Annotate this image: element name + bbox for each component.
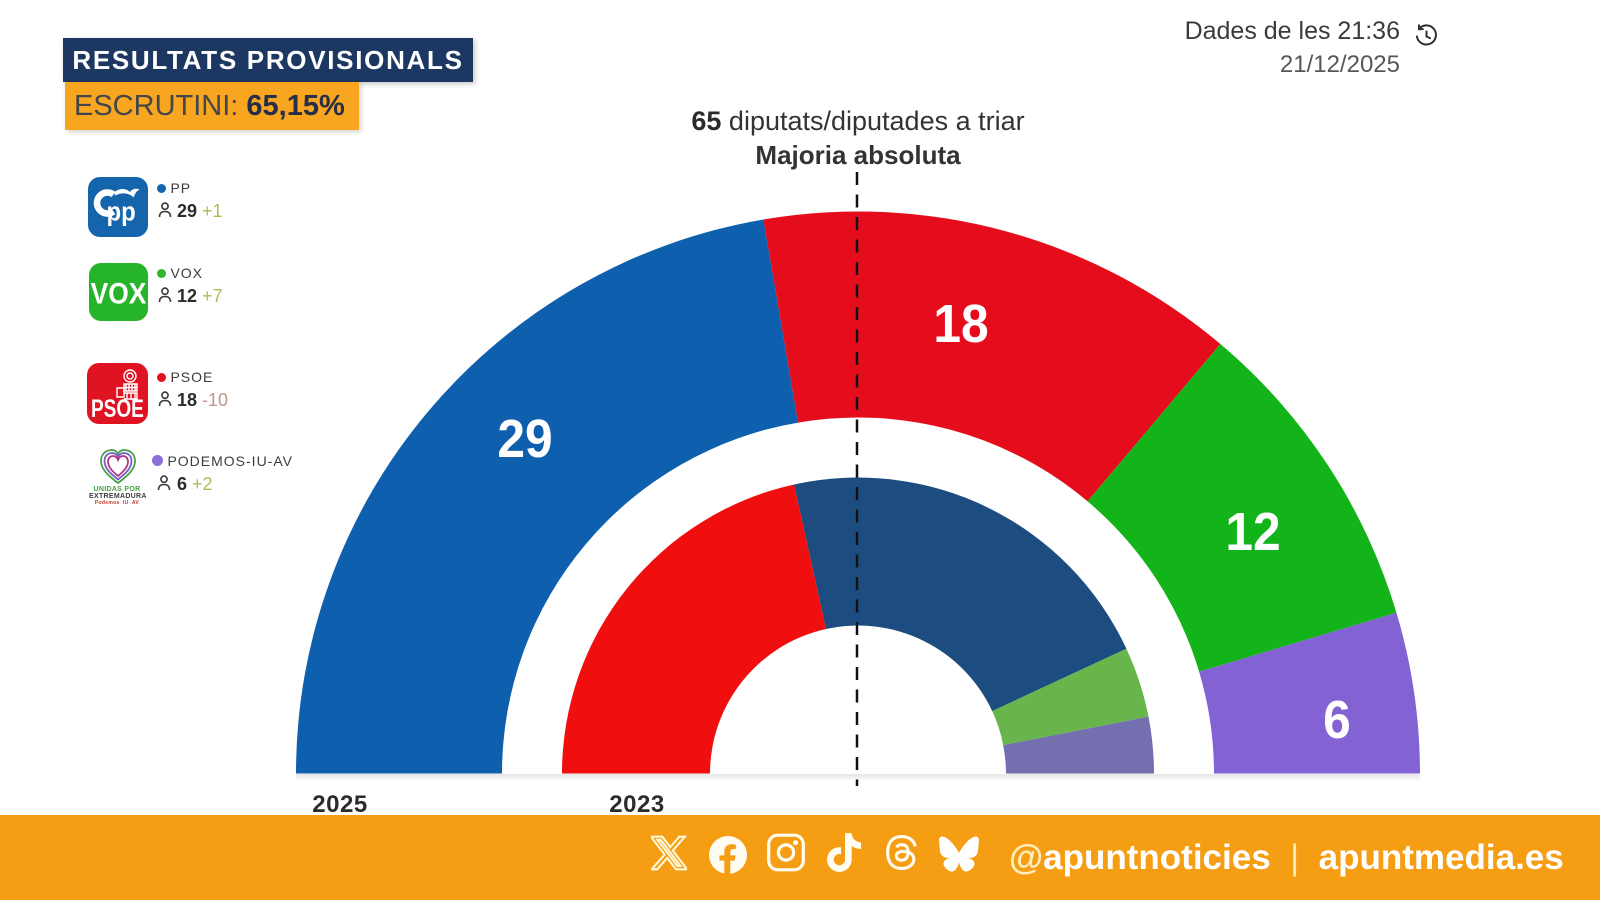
- svg-text:PSOE: PSOE: [91, 394, 144, 422]
- svg-text:pp: pp: [107, 198, 136, 227]
- svg-text:VOX: VOX: [91, 276, 147, 310]
